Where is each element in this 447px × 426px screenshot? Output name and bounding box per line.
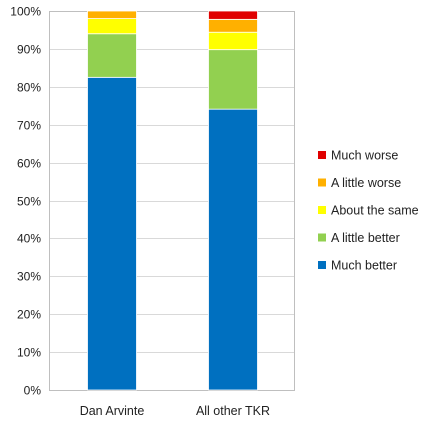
legend-swatch bbox=[318, 178, 326, 187]
y-tick-label: 70% bbox=[17, 119, 41, 133]
bar-segment-about-the-same bbox=[208, 31, 258, 51]
y-tick-label: 0% bbox=[24, 384, 42, 398]
y-tick-label: 80% bbox=[17, 81, 41, 95]
x-category-label: Dan Arvinte bbox=[80, 404, 145, 418]
legend-swatch bbox=[318, 233, 326, 242]
y-tick-label: 100% bbox=[10, 5, 41, 19]
bars bbox=[87, 10, 258, 391]
bar-segment-a-little-better bbox=[87, 33, 137, 78]
legend: Much worse A little worse About the same A … bbox=[318, 149, 419, 273]
bar-segment-much-better bbox=[208, 108, 258, 391]
legend-swatch bbox=[318, 151, 326, 159]
x-category-label: All other TKR bbox=[196, 404, 270, 418]
bar-segment-a-little-worse bbox=[87, 10, 137, 19]
legend-swatch bbox=[318, 206, 326, 214]
y-tick-label: 20% bbox=[17, 308, 41, 322]
y-tick-label: 50% bbox=[17, 195, 41, 209]
legend-label: A little better bbox=[331, 231, 400, 245]
legend-swatch bbox=[318, 261, 326, 269]
y-tick-label: 40% bbox=[17, 232, 41, 246]
axis-labels: 0% 10% 20% 30% 40% 50% 60% 70% 80% 90% 100% Dan Arv… bbox=[10, 5, 270, 419]
plot-area-border bbox=[49, 11, 295, 391]
bar-segment-much-better bbox=[87, 76, 137, 391]
y-tick-label: 90% bbox=[17, 43, 41, 57]
bar-segment-a-little-better bbox=[208, 49, 258, 110]
bar-segment-much-worse bbox=[208, 10, 258, 20]
bar-segment-a-little-worse bbox=[208, 18, 258, 33]
legend-label: Much worse bbox=[331, 149, 398, 163]
y-tick-label: 30% bbox=[17, 270, 41, 284]
legend-label: A little worse bbox=[331, 176, 401, 190]
y-tick-label: 60% bbox=[17, 157, 41, 171]
y-tick-label: 10% bbox=[17, 346, 41, 360]
legend-label: About the same bbox=[331, 204, 419, 218]
legend-label: Much better bbox=[331, 259, 397, 273]
bar-segment-about-the-same bbox=[87, 18, 137, 35]
axes bbox=[49, 11, 295, 391]
